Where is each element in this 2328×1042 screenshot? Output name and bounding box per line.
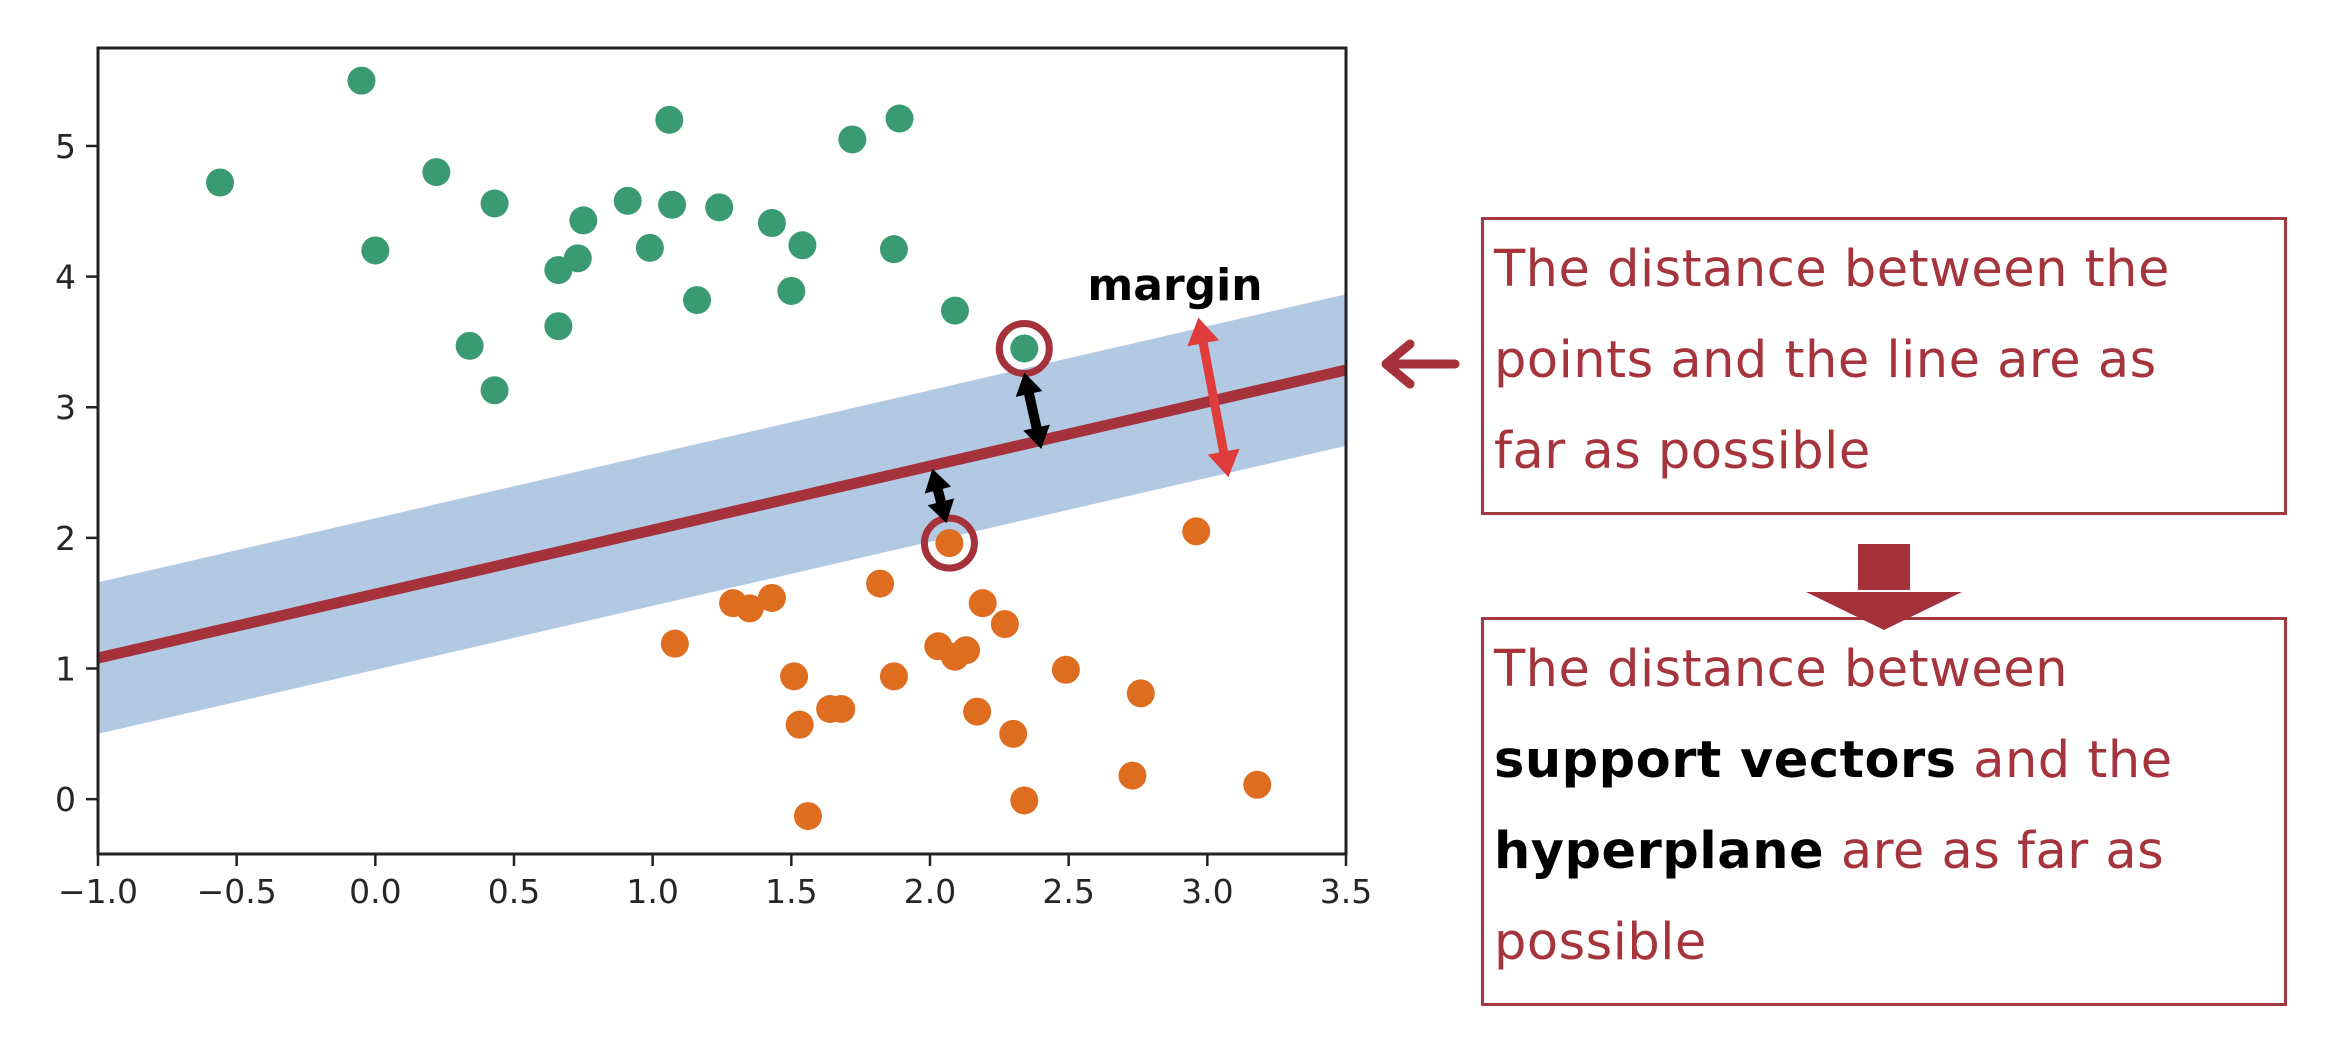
- principle2-line-2: support vectors and the: [1494, 715, 2173, 806]
- class-a-point: [206, 168, 235, 197]
- class-b-point: [935, 529, 964, 558]
- margin-width-arrow: [1187, 317, 1240, 478]
- class-b-point: [968, 589, 997, 618]
- x-axis: −1.0 −0.5 0.0 0.5 1.0 1.5 2.0 2.5 3.0 3.5: [58, 854, 1372, 911]
- support-vector-ring: [920, 514, 978, 572]
- margin-label: margin: [1087, 260, 1262, 311]
- principle-line-2: points and the line are as: [1494, 331, 2157, 390]
- class-a-point: [455, 331, 484, 360]
- class-b-point: [660, 629, 689, 658]
- class-b-point: [1118, 761, 1147, 790]
- y-tick-label: 4: [55, 258, 76, 297]
- class-a-point: [635, 233, 664, 262]
- class-a-point: [347, 66, 376, 95]
- class-b-point: [785, 710, 814, 739]
- principle2-line-3-rest: are as far as: [1824, 822, 2165, 881]
- arrow-head: [1023, 424, 1050, 450]
- class-b-point: [1051, 655, 1080, 684]
- class-a-point: [361, 236, 390, 265]
- principle-line-1: The distance between the: [1494, 240, 2170, 299]
- class-b-point: [827, 694, 856, 723]
- annotation-layer: [920, 317, 1240, 572]
- class-b-point: [952, 636, 981, 665]
- principle-box-support-vectors: The distance between support vectors and…: [1481, 617, 2287, 1006]
- arrow-head: [927, 498, 955, 524]
- x-tick-label: 2.0: [904, 872, 956, 911]
- class-a-point: [940, 296, 969, 325]
- class-b-point: [793, 802, 822, 831]
- distance-arrow-lower: [924, 468, 955, 524]
- y-tick-label: 2: [55, 519, 76, 558]
- class-a-point: [544, 312, 573, 341]
- class-a-point: [788, 231, 817, 260]
- class-b-point: [879, 662, 908, 691]
- class-a-point: [885, 104, 914, 133]
- class-b-point: [757, 583, 786, 612]
- class-b-point: [1010, 786, 1039, 815]
- x-tick-label: 0.5: [488, 872, 540, 911]
- class-b-point: [963, 697, 992, 726]
- class-a-point: [422, 158, 451, 187]
- class-b-point: [1243, 770, 1272, 799]
- class-a-point: [777, 276, 806, 305]
- principle2-line-3: hyperplane are as far as: [1494, 806, 2173, 897]
- class-b-point: [1182, 517, 1211, 546]
- class-a-point: [613, 186, 642, 215]
- class-a-point: [705, 193, 734, 222]
- hyperplane-term: hyperplane: [1494, 822, 1825, 881]
- y-tick-label: 1: [55, 650, 76, 689]
- x-tick-label: −0.5: [197, 872, 277, 911]
- principle-line-3: far as possible: [1494, 422, 1871, 481]
- arrow-shaft: [1023, 388, 1043, 433]
- class-a-point: [480, 376, 509, 405]
- principle-text-points: The distance between the points and the …: [1494, 224, 2170, 497]
- class-a-point: [683, 286, 712, 315]
- class-b-point: [735, 594, 764, 623]
- class-b-point: [780, 662, 809, 691]
- class-a-point: [838, 125, 867, 154]
- points-layer: [206, 66, 1272, 831]
- principle-box-points: The distance between the points and the …: [1481, 217, 2287, 515]
- class-b-point: [999, 719, 1028, 748]
- y-tick-label: 3: [55, 388, 76, 427]
- principle2-line-1: The distance between: [1494, 640, 2068, 699]
- class-a-point: [757, 209, 786, 238]
- distance-arrow-upper: [1015, 372, 1050, 450]
- class-a-point: [655, 105, 684, 134]
- x-tick-label: −1.0: [58, 872, 138, 911]
- class-b-point: [866, 569, 895, 598]
- y-tick-label: 0: [55, 780, 76, 819]
- class-a-point: [480, 189, 509, 218]
- x-tick-label: 3.0: [1181, 872, 1233, 911]
- x-tick-label: 3.5: [1320, 872, 1372, 911]
- arrow-head: [1015, 372, 1043, 397]
- class-a-point: [569, 206, 598, 235]
- y-axis: 0 1 2 3 4 5: [55, 127, 98, 819]
- class-a-point: [1010, 334, 1039, 363]
- principle-text-support-vectors: The distance between support vectors and…: [1494, 624, 2173, 988]
- x-tick-label: 1.5: [765, 872, 817, 911]
- class-a-point: [879, 235, 908, 264]
- y-tick-label: 5: [55, 127, 76, 166]
- class-b-point: [1126, 679, 1155, 708]
- hyperplane-line: [98, 364, 1346, 664]
- arrow-shaft: [1197, 337, 1230, 458]
- arrow-head: [924, 468, 952, 494]
- plot-frame: [96, 46, 1348, 856]
- x-tick-label: 2.5: [1042, 872, 1094, 911]
- class-a-point: [563, 244, 592, 273]
- arrow-head: [1207, 448, 1240, 478]
- x-tick-label: 0.0: [349, 872, 401, 911]
- support-vectors-term: support vectors: [1494, 731, 1957, 790]
- principle2-line-4: possible: [1494, 913, 1707, 972]
- principle2-line-2-rest: and the: [1956, 731, 2173, 790]
- hyperplane-layer: [98, 364, 1346, 664]
- arrow-head: [1187, 317, 1220, 347]
- class-a-point: [658, 190, 687, 219]
- x-tick-label: 1.0: [626, 872, 678, 911]
- class-b-point: [990, 610, 1019, 639]
